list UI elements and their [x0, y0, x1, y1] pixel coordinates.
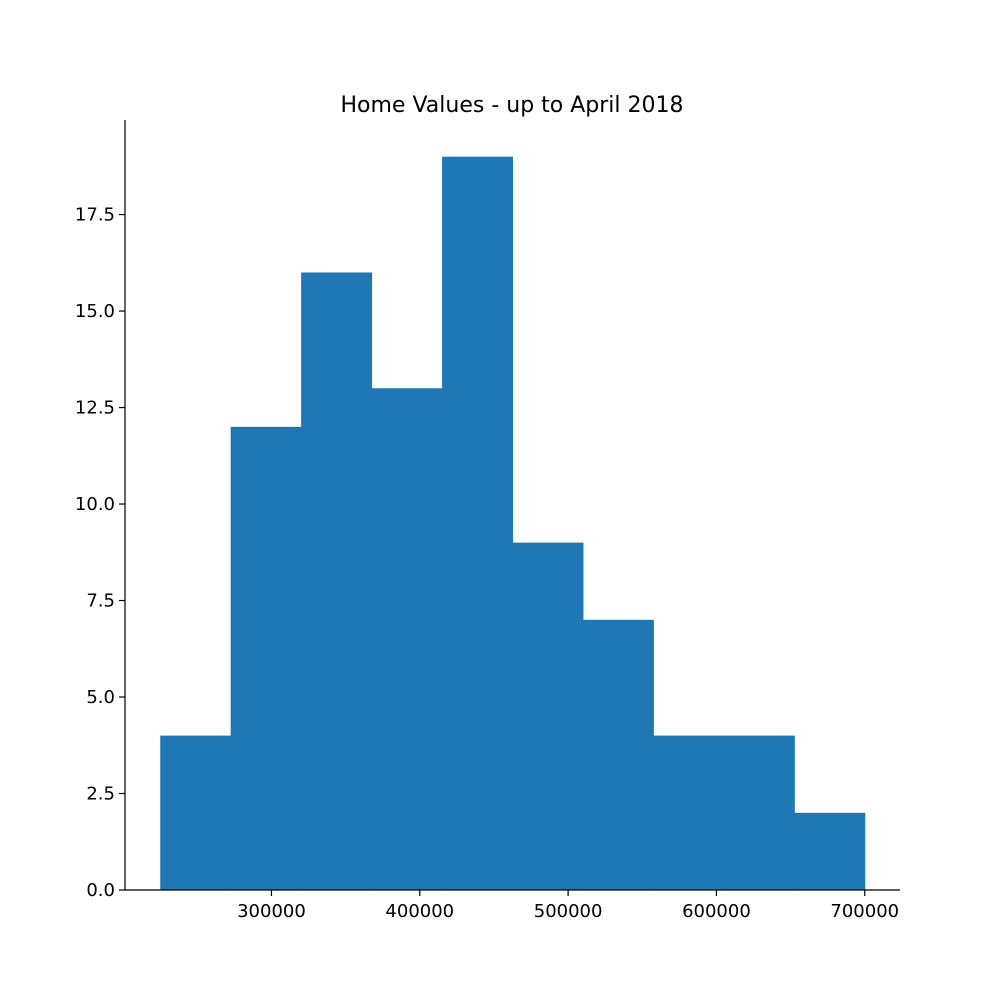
histogram-bar-8: [723, 735, 795, 890]
y-ticks-group: 0.0 2.5 5.0 7.5 10.0 12.5 15.0 17.5: [75, 205, 125, 901]
y-tick-label: 2.5: [86, 784, 115, 805]
histogram-bar-2: [301, 272, 373, 890]
histogram-bar-3: [371, 388, 443, 890]
axes-group: [124, 120, 900, 891]
histogram-bar-0: [160, 735, 232, 890]
histogram-bar-1: [230, 426, 302, 890]
histogram-bar-7: [653, 735, 725, 890]
histogram-bar-5: [512, 542, 584, 890]
x-tick-label: 500000: [534, 901, 603, 922]
y-tick-label: 15.0: [75, 301, 115, 322]
y-tick-label: 17.5: [75, 205, 115, 226]
histogram-bar-6: [582, 619, 654, 890]
x-tick-label: 600000: [682, 901, 751, 922]
y-tick-label: 5.0: [86, 687, 115, 708]
x-tick-label: 300000: [237, 901, 306, 922]
y-tick-label: 10.0: [75, 494, 115, 515]
x-tick-label: 700000: [830, 901, 899, 922]
histogram-bar-9: [794, 812, 866, 890]
bars-group: [160, 156, 866, 890]
y-tick-label: 0.0: [86, 880, 115, 901]
x-ticks-group: 300000 400000 500000 600000 700000: [237, 890, 899, 922]
histogram-bar-4: [442, 156, 513, 890]
y-tick-label: 7.5: [86, 591, 115, 612]
y-tick-label: 12.5: [75, 398, 115, 419]
chart-title: Home Values - up to April 2018: [340, 93, 683, 118]
x-tick-label: 400000: [385, 901, 454, 922]
